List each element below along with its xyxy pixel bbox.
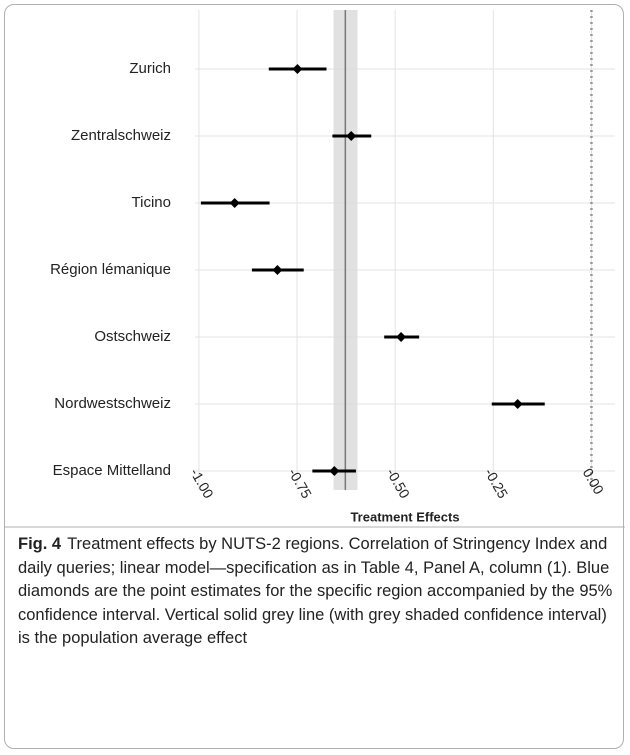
x-axis-label: Treatment Effects xyxy=(350,509,459,524)
point-estimate xyxy=(292,64,303,74)
frame xyxy=(4,4,624,749)
point-estimate xyxy=(512,399,523,409)
point-estimate xyxy=(229,198,240,208)
chart: Treatment Effects -1.00 -0.75 -0.50 -0.25 0.… xyxy=(5,10,625,528)
caption: Fig. 4 Treatment effects by NUTS-2 region… xyxy=(18,533,618,651)
x-tick-label: 0.00 xyxy=(580,465,608,497)
y-tick-label: Zentralschweiz xyxy=(71,127,171,144)
point-estimate xyxy=(346,131,357,141)
y-tick-label: Zurich xyxy=(129,60,171,77)
point-estimate xyxy=(329,466,340,476)
y-tick-label: Espace Mittelland xyxy=(53,462,171,479)
caption-text: Treatment effects by NUTS-2 regions. Cor… xyxy=(18,535,613,647)
y-tick-label: Ticino xyxy=(132,194,171,211)
y-tick-label: Nordwestschweiz xyxy=(54,395,171,412)
point-estimate xyxy=(396,332,407,342)
y-tick-label: Région lémanique xyxy=(50,261,171,278)
point-estimate xyxy=(272,265,283,275)
caption-label: Fig. 4 xyxy=(18,535,62,553)
y-tick-label: Ostschweiz xyxy=(94,328,171,345)
